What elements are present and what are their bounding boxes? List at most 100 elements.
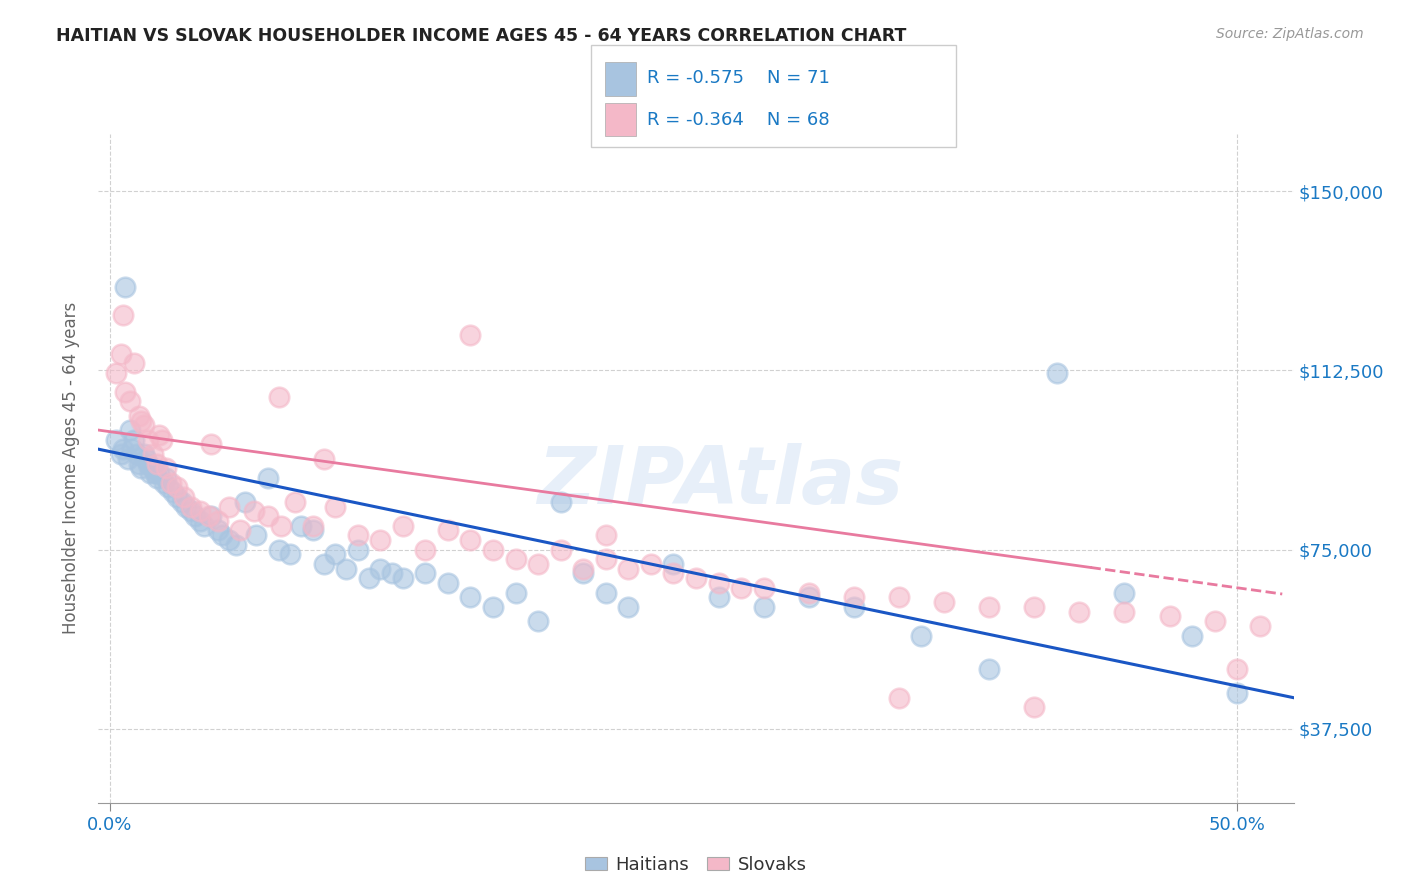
Point <box>392 518 415 533</box>
Point <box>128 457 150 471</box>
Point <box>707 591 730 605</box>
Point <box>112 309 135 323</box>
Point <box>1249 619 1271 633</box>
Point <box>1114 605 1136 619</box>
Point <box>143 466 166 480</box>
Point <box>312 557 335 571</box>
Point <box>335 562 357 576</box>
Point <box>129 413 152 427</box>
Point <box>640 557 662 571</box>
Point <box>1114 585 1136 599</box>
Point <box>256 471 278 485</box>
Point <box>211 528 233 542</box>
Point <box>1204 614 1226 628</box>
Point <box>267 542 290 557</box>
Point <box>225 538 247 552</box>
Point <box>243 504 266 518</box>
Point <box>166 490 188 504</box>
Point <box>730 581 752 595</box>
Point <box>162 485 184 500</box>
Point <box>290 518 312 533</box>
Point <box>910 628 932 642</box>
Point <box>301 518 323 533</box>
Point <box>278 547 301 561</box>
Point <box>301 524 323 538</box>
Point <box>157 480 180 494</box>
Point <box>124 356 146 370</box>
Point <box>114 384 136 399</box>
Point <box>550 494 572 508</box>
Point <box>166 480 188 494</box>
Point <box>233 494 256 508</box>
Point <box>153 475 176 490</box>
Text: Source: ZipAtlas.com: Source: ZipAtlas.com <box>1216 27 1364 41</box>
Point <box>368 533 391 547</box>
Point <box>346 528 368 542</box>
Point <box>218 533 240 547</box>
Point <box>125 447 148 461</box>
Point <box>132 447 155 461</box>
Point <box>146 471 169 485</box>
Point <box>200 437 222 451</box>
Point <box>662 566 685 581</box>
Point <box>128 409 150 423</box>
Point <box>685 571 707 585</box>
Text: ZIPAtlas: ZIPAtlas <box>537 442 903 521</box>
Point <box>270 518 292 533</box>
Point <box>595 552 617 566</box>
Point <box>437 524 460 538</box>
Point <box>114 279 136 293</box>
Point <box>110 346 132 360</box>
Point <box>977 599 1000 614</box>
Point <box>1159 609 1181 624</box>
Point <box>797 585 820 599</box>
Point <box>198 509 221 524</box>
Point <box>527 557 550 571</box>
Point <box>550 542 572 557</box>
Point <box>505 585 527 599</box>
Point <box>188 514 211 528</box>
Point <box>617 562 640 576</box>
Point <box>155 461 177 475</box>
Point <box>132 418 155 433</box>
Point <box>617 599 640 614</box>
Y-axis label: Householder Income Ages 45 - 64 years: Householder Income Ages 45 - 64 years <box>62 302 80 634</box>
Point <box>155 471 177 485</box>
Point <box>323 547 346 561</box>
Point <box>129 461 152 475</box>
Point <box>180 504 202 518</box>
Point <box>267 390 290 404</box>
Point <box>887 690 910 705</box>
Point <box>595 585 617 599</box>
Point <box>193 518 215 533</box>
Point <box>207 514 229 528</box>
Point <box>415 566 437 581</box>
Text: HAITIAN VS SLOVAK HOUSEHOLDER INCOME AGES 45 - 64 YEARS CORRELATION CHART: HAITIAN VS SLOVAK HOUSEHOLDER INCOME AGE… <box>56 27 907 45</box>
Point <box>110 447 132 461</box>
Point <box>460 327 482 342</box>
Point <box>323 500 346 514</box>
Point <box>460 533 482 547</box>
Point <box>1181 628 1204 642</box>
Point <box>595 528 617 542</box>
Point <box>184 509 207 524</box>
Point <box>1226 662 1249 676</box>
Point <box>136 457 159 471</box>
Point <box>312 451 335 466</box>
Point <box>707 576 730 591</box>
Point <box>245 528 267 542</box>
Point <box>141 447 163 461</box>
Point <box>112 442 135 457</box>
Point <box>139 466 162 480</box>
Point <box>105 433 128 447</box>
Point <box>180 500 202 514</box>
Point <box>1226 686 1249 700</box>
Point <box>482 599 505 614</box>
Point <box>932 595 955 609</box>
Point <box>284 494 307 508</box>
Point <box>148 466 170 480</box>
Point <box>141 461 163 475</box>
Point <box>842 591 865 605</box>
Point <box>1024 599 1046 614</box>
Point <box>797 591 820 605</box>
